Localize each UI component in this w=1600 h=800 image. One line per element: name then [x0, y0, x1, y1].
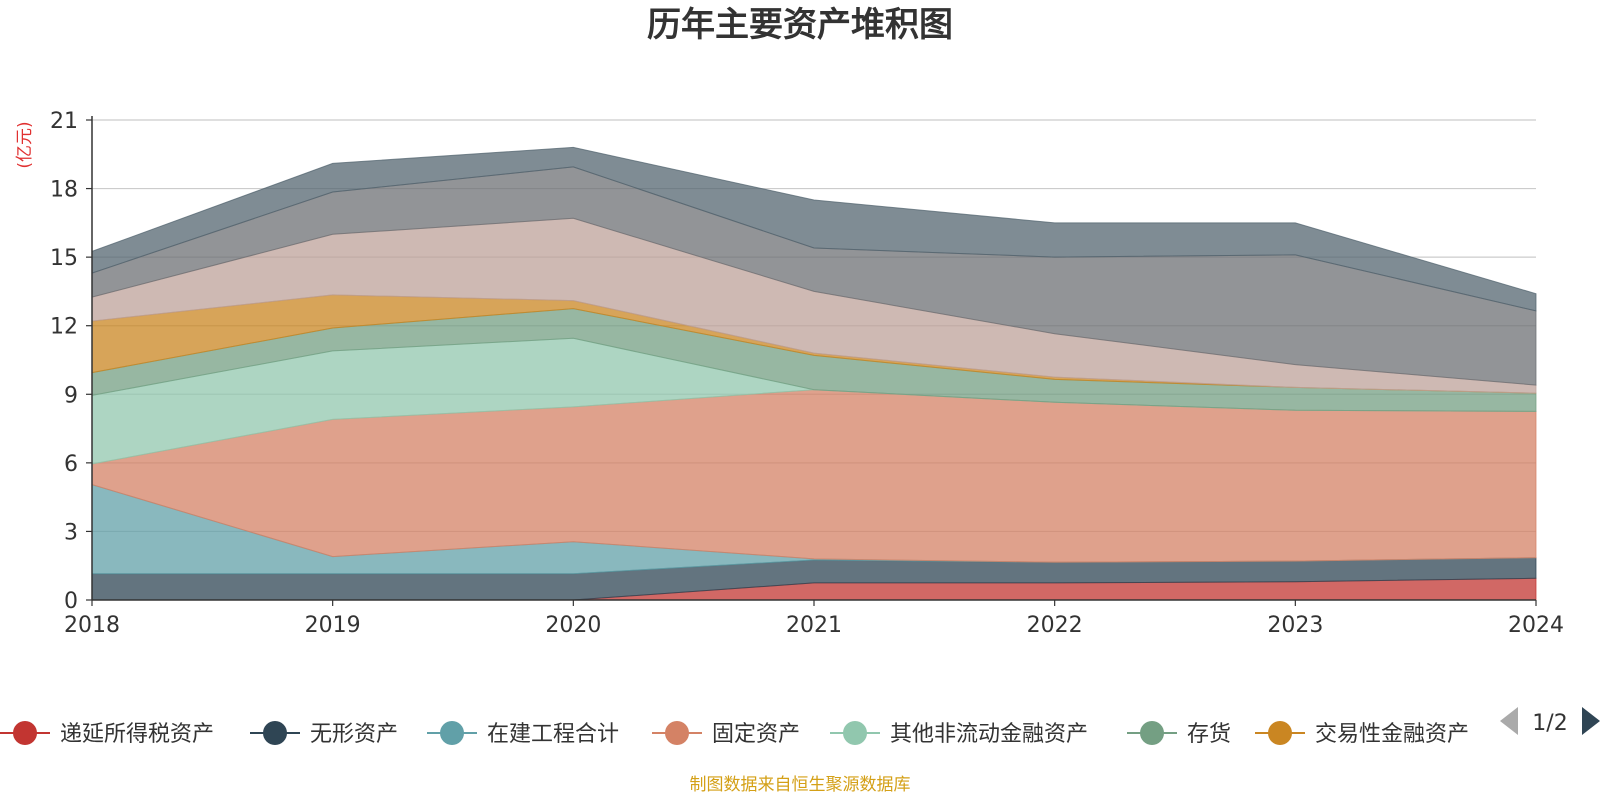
legend-label: 无形资产 [310, 722, 398, 747]
stacked-areas [91, 146, 1537, 601]
legend-marker-icon [843, 721, 867, 745]
legend-marker-icon [13, 721, 37, 745]
legend-item[interactable]: 固定资产 [652, 721, 800, 747]
legend-marker-icon [263, 721, 287, 745]
x-tick-label: 2022 [1027, 613, 1083, 638]
source-note: 制图数据来自恒生聚源数据库 [690, 775, 911, 795]
legend-label: 其他非流动金融资产 [890, 722, 1088, 747]
x-tick-label: 2023 [1267, 613, 1323, 638]
x-tick-label: 2019 [305, 613, 361, 638]
legend-label: 交易性金融资产 [1315, 722, 1469, 747]
legend-label: 在建工程合计 [487, 722, 619, 747]
legend[interactable]: 递延所得税资产 无形资产 在建工程合计 固定资产 其他非流动金融资产 存货 交易性金融资产 [0, 721, 1469, 747]
y-tick-label: 9 [64, 383, 78, 408]
x-tick-label: 2021 [786, 613, 842, 638]
pager-next-icon[interactable] [1582, 707, 1600, 735]
y-tick-label: 6 [64, 452, 78, 477]
y-axis-unit: (亿元) [15, 121, 35, 168]
legend-marker-icon [665, 721, 689, 745]
legend-marker-icon [1268, 721, 1292, 745]
legend-pager[interactable]: 1/2 [1500, 707, 1600, 736]
legend-marker-icon [440, 721, 464, 745]
legend-item[interactable]: 在建工程合计 [427, 721, 619, 747]
y-tick-label: 0 [64, 589, 78, 614]
y-tick-label: 12 [50, 315, 78, 340]
y-tick-label: 18 [50, 178, 78, 203]
legend-label: 固定资产 [712, 722, 800, 747]
legend-item[interactable]: 存货 [1127, 721, 1231, 747]
chart-title: 历年主要资产堆积图 [647, 5, 953, 45]
y-tick-label: 15 [50, 246, 78, 271]
x-tick-label: 2024 [1508, 613, 1564, 638]
axes: 0 3 6 9 12 15 18 21 2018 2019 2020 2021 2022 2023 2024 [50, 109, 1564, 638]
y-tick-label: 3 [64, 520, 78, 545]
pager-prev-icon[interactable] [1500, 707, 1518, 735]
legend-item[interactable]: 无形资产 [250, 721, 398, 747]
legend-label: 存货 [1187, 722, 1231, 747]
area-series-9[interactable] [91, 146, 1537, 312]
x-tick-label: 2018 [64, 613, 120, 638]
legend-marker-icon [1140, 721, 1164, 745]
legend-item[interactable]: 交易性金融资产 [1255, 721, 1469, 747]
x-tick-label: 2020 [545, 613, 601, 638]
y-tick-label: 21 [50, 109, 78, 134]
legend-label: 递延所得税资产 [60, 722, 214, 747]
pager-label: 1/2 [1532, 711, 1567, 736]
legend-item[interactable]: 其他非流动金融资产 [830, 721, 1088, 747]
legend-item[interactable]: 递延所得税资产 [0, 721, 214, 747]
